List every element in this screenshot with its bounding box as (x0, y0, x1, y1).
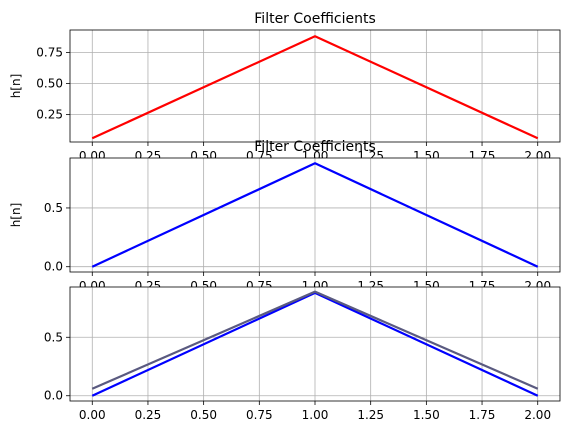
x-tick-label: 1.25 (357, 408, 384, 422)
chart-title: Filter Coefficients (254, 139, 375, 155)
x-tick-label: 0.75 (246, 408, 273, 422)
y-tick-label: 0.5 (44, 330, 63, 344)
chart-panel-3: 0.00 0.25 0.50 0.75 1.00 1.25 1.50 1.75 2.00 0.0 0… (44, 286, 561, 422)
y-axis-label: h[n] (9, 203, 23, 228)
series-line-2 (91, 290, 539, 390)
x-tick-label: 0.50 (190, 408, 217, 422)
y-tick-label: 0.25 (36, 108, 63, 122)
y-tick-label: 0.5 (44, 201, 63, 215)
chart-panel-2: 0.00 0.25 0.50 0.75 1.00 1.25 1.50 1.75 2.000.00… (9, 139, 561, 293)
chart-panel-1: 0.00 0.25 0.50 0.75 1.00 1.25 1.50 1.75 2.000.25… (9, 11, 561, 163)
x-tick-label: 1.75 (469, 408, 496, 422)
series-line-1 (91, 35, 539, 140)
y-tick-label: 0.0 (44, 389, 63, 403)
chart-title: Filter Coefficients (254, 11, 375, 27)
y-tick-label: 0.75 (36, 45, 63, 59)
y-tick-label: 0.0 (44, 260, 63, 274)
y-tick-label: 0.50 (36, 77, 63, 91)
x-tick-label: 0.25 (135, 408, 162, 422)
x-tick-label: 2.00 (524, 408, 551, 422)
x-tick-label: 1.50 (413, 408, 440, 422)
x-tick-label: 0.00 (79, 408, 106, 422)
series-line-1 (91, 162, 539, 268)
x-tick-label: 1.00 (302, 408, 329, 422)
y-axis-label: h[n] (9, 74, 23, 99)
